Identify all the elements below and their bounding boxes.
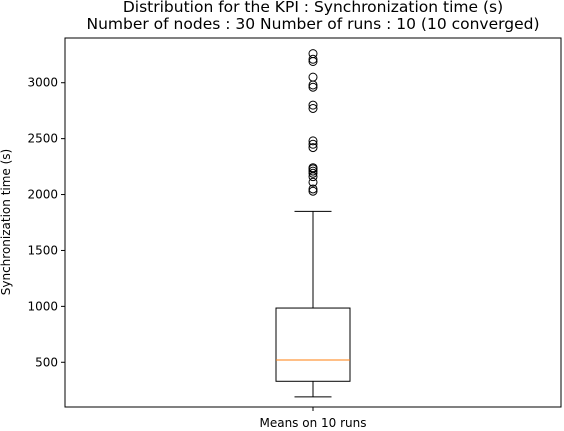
y-axis-label: Synchronization time (s)	[0, 149, 13, 295]
y-tick-label: 1000	[27, 299, 58, 313]
y-tick-label: 2500	[27, 132, 58, 146]
outlier-point	[309, 50, 317, 58]
y-tick-label: 500	[35, 355, 58, 369]
outlier-point	[309, 73, 317, 81]
y-tick-label: 2000	[27, 188, 58, 202]
y-tick-label: 1500	[27, 243, 58, 257]
chart-subtitle: Number of nodes : 30 Number of runs : 10…	[86, 15, 539, 33]
box-group	[276, 50, 350, 397]
chart-title: Distribution for the KPI : Synchronizati…	[123, 0, 503, 16]
iqr-box	[276, 308, 350, 381]
y-axis: 500 1000 1500 2000 2500 3000	[27, 76, 65, 370]
x-tick-label: Means on 10 runs	[259, 416, 366, 430]
y-tick-label: 3000	[27, 76, 58, 90]
x-axis: Means on 10 runs	[259, 407, 366, 430]
